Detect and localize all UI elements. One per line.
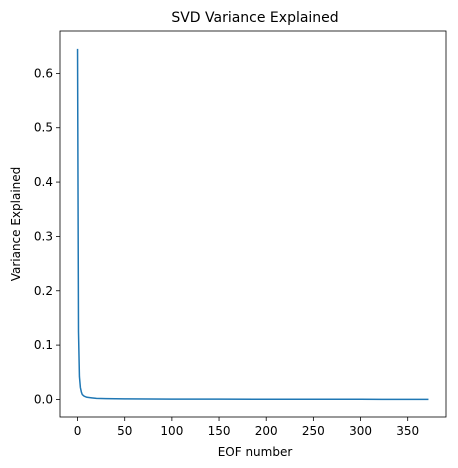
- y-tick-label: 0.2: [34, 284, 53, 298]
- x-tick-label: 250: [302, 424, 325, 438]
- y-tick-label: 0.5: [34, 121, 53, 135]
- variance-line: [76, 48, 429, 401]
- y-tick-label: 0.1: [34, 338, 53, 352]
- chart-title: SVD Variance Explained: [171, 10, 338, 26]
- plot-frame: [59, 30, 447, 418]
- x-tick-label: 50: [117, 424, 132, 438]
- x-tick-label: 300: [349, 424, 372, 438]
- y-axis-label: Variance Explained: [9, 167, 23, 282]
- x-tick-label: 200: [255, 424, 278, 438]
- y-axis: 0.0 0.1 0.2 0.3 0.4 0.5 0.6: [34, 66, 60, 406]
- x-tick-label: 0: [74, 424, 82, 438]
- y-tick-label: 0.3: [34, 229, 53, 243]
- x-tick-label: 100: [160, 424, 183, 438]
- x-tick-label: 350: [396, 424, 419, 438]
- y-tick-label: 0.4: [34, 175, 53, 189]
- x-axis-label: EOF number: [218, 445, 293, 459]
- x-axis: 0 50 100 150 200 250 300 350: [74, 417, 419, 438]
- y-tick-label: 0.6: [34, 66, 53, 80]
- y-tick-label: 0.0: [34, 392, 53, 406]
- x-tick-label: 150: [208, 424, 231, 438]
